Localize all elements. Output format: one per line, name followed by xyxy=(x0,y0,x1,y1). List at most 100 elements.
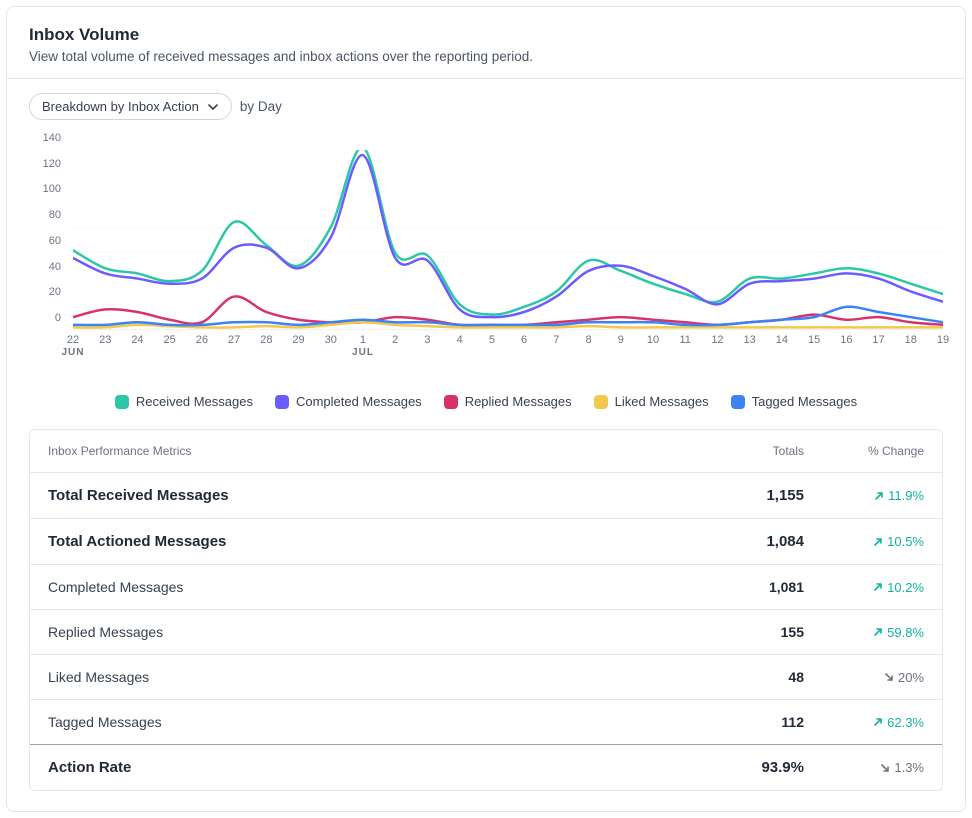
x-tick: 24 xyxy=(131,334,143,347)
legend-label: Liked Messages xyxy=(615,394,709,409)
by-day-label: by Day xyxy=(240,99,282,114)
metric-label: Replied Messages xyxy=(48,624,684,640)
metric-total: 93.9% xyxy=(684,759,804,776)
x-tick: 29 xyxy=(292,334,304,347)
metrics-header-label: Inbox Performance Metrics xyxy=(48,444,684,458)
x-tick: 25 xyxy=(164,334,176,347)
y-tick: 140 xyxy=(43,132,61,144)
metrics-row: Replied Messages15559.8% xyxy=(30,609,942,654)
chart-legend: Received Messages Completed Messages Repli… xyxy=(7,360,965,429)
x-tick: 22JUN xyxy=(61,334,84,359)
metric-total: 1,081 xyxy=(684,579,804,595)
legend-label: Replied Messages xyxy=(465,394,572,409)
legend-label: Tagged Messages xyxy=(752,394,858,409)
metric-total: 1,084 xyxy=(684,533,804,550)
metrics-row: Action Rate93.9%1.3% xyxy=(30,744,942,790)
x-tick: 18 xyxy=(905,334,917,347)
legend-item[interactable]: Replied Messages xyxy=(444,394,572,409)
x-tick: 27 xyxy=(228,334,240,347)
dropdown-label: Breakdown by Inbox Action xyxy=(42,99,199,114)
inbox-volume-card: Inbox Volume View total volume of receiv… xyxy=(6,6,966,812)
metrics-header-totals: Totals xyxy=(684,444,804,458)
legend-swatch xyxy=(594,395,608,409)
metric-label: Liked Messages xyxy=(48,669,684,685)
legend-item[interactable]: Liked Messages xyxy=(594,394,709,409)
breakdown-dropdown[interactable]: Breakdown by Inbox Action xyxy=(29,93,232,120)
x-tick: 15 xyxy=(808,334,820,347)
x-tick: 7 xyxy=(553,334,559,347)
y-tick: 0 xyxy=(55,312,61,324)
metrics-row: Liked Messages4820% xyxy=(30,654,942,699)
card-header: Inbox Volume View total volume of receiv… xyxy=(7,7,965,79)
metric-change: 11.9% xyxy=(804,488,924,503)
plot-area xyxy=(73,150,943,330)
chart-svg xyxy=(73,150,943,330)
x-tick: 10 xyxy=(647,334,659,347)
x-tick: 6 xyxy=(521,334,527,347)
y-tick: 60 xyxy=(49,235,61,247)
legend-item[interactable]: Tagged Messages xyxy=(731,394,858,409)
metrics-header-change: % Change xyxy=(804,444,924,458)
x-axis: 22JUN23242526272829301JUL234567891011121… xyxy=(73,334,943,370)
legend-swatch xyxy=(275,395,289,409)
metric-change: 20% xyxy=(804,670,924,685)
x-tick: 26 xyxy=(196,334,208,347)
legend-swatch xyxy=(731,395,745,409)
x-tick: 11 xyxy=(680,334,691,347)
card-title: Inbox Volume xyxy=(29,25,943,45)
metrics-row: Total Received Messages1,15511.9% xyxy=(30,472,942,518)
metric-total: 1,155 xyxy=(684,487,804,504)
legend-swatch xyxy=(444,395,458,409)
metric-label: Tagged Messages xyxy=(48,714,684,730)
x-tick: 3 xyxy=(424,334,430,347)
y-tick: 100 xyxy=(43,183,61,195)
x-tick: 5 xyxy=(489,334,495,347)
metric-total: 155 xyxy=(684,624,804,640)
metric-change: 59.8% xyxy=(804,625,924,640)
x-tick: 1JUL xyxy=(352,334,374,359)
metrics-row: Total Actioned Messages1,08410.5% xyxy=(30,518,942,564)
x-tick: 2 xyxy=(392,334,398,347)
x-tick: 19 xyxy=(937,334,949,347)
metric-change: 10.2% xyxy=(804,580,924,595)
y-tick: 120 xyxy=(43,158,61,170)
y-tick: 80 xyxy=(49,209,61,221)
legend-label: Completed Messages xyxy=(296,394,422,409)
x-tick: 30 xyxy=(325,334,337,347)
x-tick: 13 xyxy=(744,334,756,347)
chart-area: 020406080100120140 22JUN2324252627282930… xyxy=(7,120,965,360)
line-chart: 020406080100120140 22JUN2324252627282930… xyxy=(29,150,943,350)
metric-label: Completed Messages xyxy=(48,579,684,595)
x-tick: 28 xyxy=(260,334,272,347)
legend-item[interactable]: Received Messages xyxy=(115,394,253,409)
metric-label: Action Rate xyxy=(48,759,684,776)
metrics-row: Tagged Messages11262.3% xyxy=(30,699,942,744)
metrics-table: Inbox Performance Metrics Totals % Chang… xyxy=(29,429,943,791)
series-line xyxy=(73,296,943,325)
chevron-down-icon xyxy=(207,101,219,113)
legend-label: Received Messages xyxy=(136,394,253,409)
metric-total: 48 xyxy=(684,669,804,685)
metrics-row: Completed Messages1,08110.2% xyxy=(30,564,942,609)
metric-label: Total Actioned Messages xyxy=(48,533,684,550)
controls-row: Breakdown by Inbox Action by Day xyxy=(7,79,965,120)
metrics-header-row: Inbox Performance Metrics Totals % Chang… xyxy=(30,430,942,472)
y-tick: 40 xyxy=(49,261,61,273)
metric-change: 10.5% xyxy=(804,534,924,549)
x-tick: 8 xyxy=(585,334,591,347)
legend-swatch xyxy=(115,395,129,409)
x-tick: 12 xyxy=(711,334,723,347)
x-tick: 9 xyxy=(618,334,624,347)
metrics-body: Total Received Messages1,15511.9%Total A… xyxy=(30,472,942,790)
metric-change: 1.3% xyxy=(804,760,924,775)
y-tick: 20 xyxy=(49,286,61,298)
y-axis: 020406080100120140 xyxy=(29,150,67,330)
series-line xyxy=(73,155,943,317)
x-tick: 16 xyxy=(840,334,852,347)
metric-label: Total Received Messages xyxy=(48,487,684,504)
card-subtitle: View total volume of received messages a… xyxy=(29,49,943,64)
legend-item[interactable]: Completed Messages xyxy=(275,394,422,409)
metric-total: 112 xyxy=(684,714,804,730)
x-tick: 4 xyxy=(457,334,463,347)
series-line xyxy=(73,150,943,315)
